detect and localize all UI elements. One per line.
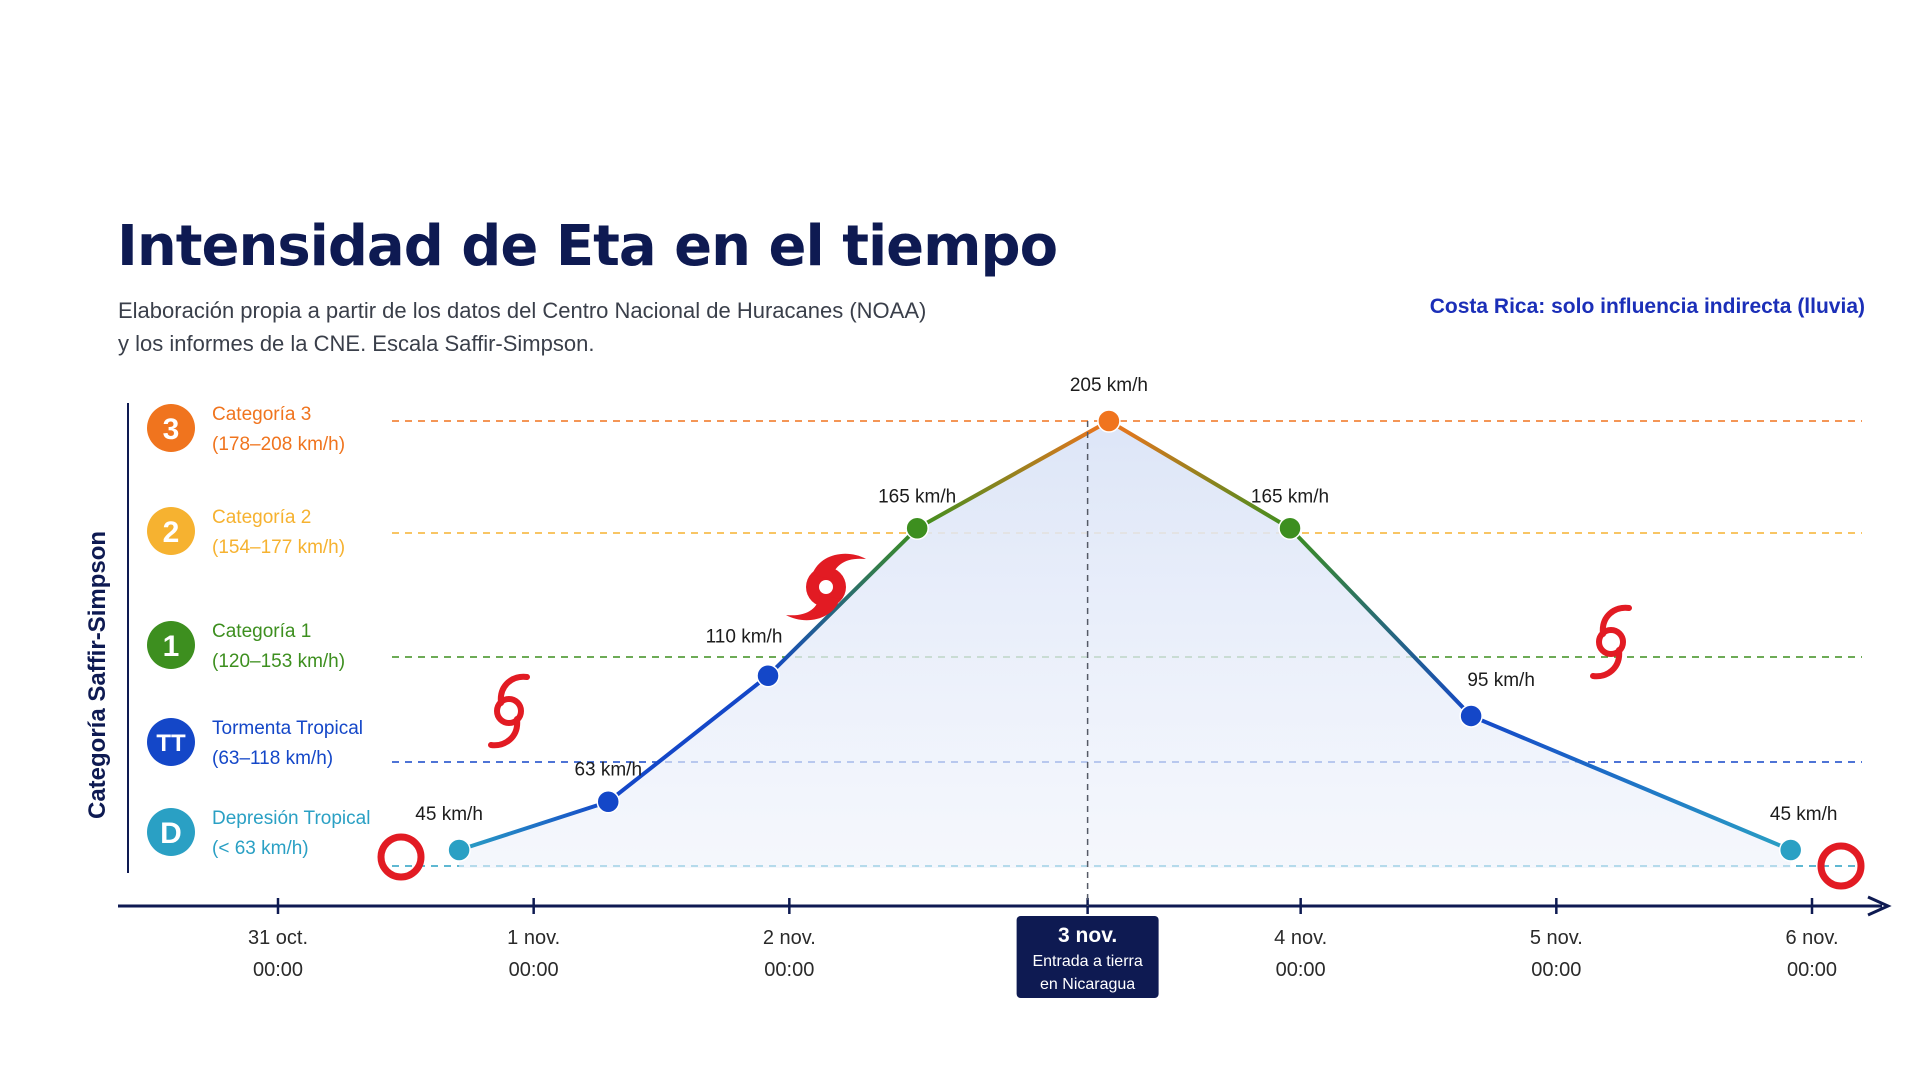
line-segment (1106, 419, 1293, 531)
x-tick-date: 31 oct. (248, 927, 308, 949)
data-label: 63 km/h (574, 760, 642, 781)
costa-rica-note: Costa Rica: solo influencia indirecta (l… (1430, 295, 1865, 318)
data-point (905, 516, 929, 540)
x-tick-date: 3 nov. (1058, 924, 1117, 947)
category-badge-tt (147, 718, 195, 766)
landfall-label-box (1016, 916, 1159, 998)
x-tick-date: 1 nov. (507, 927, 560, 949)
data-label: 165 km/h (1251, 486, 1329, 507)
intensity-line (457, 419, 1793, 852)
category-range: (63–118 km/h) (212, 748, 333, 769)
x-axis-arrow (1867, 895, 1892, 917)
tropical-storm-icon (1590, 604, 1632, 680)
category-badge-3 (147, 404, 195, 452)
category-range: (154–177 km/h) (212, 537, 345, 558)
data-label: 45 km/h (415, 804, 483, 825)
data-point (1459, 704, 1483, 728)
category-badge-2 (147, 507, 195, 555)
data-point (756, 663, 780, 688)
data-label: 205 km/h (1070, 375, 1148, 396)
data-label: 165 km/h (878, 486, 956, 507)
data-point (1097, 409, 1121, 433)
landfall-note: Entrada a tierra (1032, 953, 1142, 970)
x-tick-time: 00:00 (1276, 959, 1326, 981)
tropical-storm-icon (488, 673, 530, 749)
category-badge-label: 2 (163, 516, 180, 549)
area-fill (459, 421, 1791, 868)
category-name: Categoría 1 (212, 621, 311, 642)
category-name: Categoría 3 (212, 404, 311, 425)
category-range: (178–208 km/h) (212, 434, 345, 455)
intensity-area (459, 421, 1791, 868)
low-pressure-icon (377, 833, 425, 881)
category-range: (120–153 km/h) (212, 651, 345, 672)
data-point (1778, 838, 1803, 862)
category-badge-label: D (160, 817, 182, 850)
x-tick-time: 00:00 (509, 959, 559, 981)
category-legend: 3 Categoría 3 (178–208 km/h) 2 Categoría 2 (1… (147, 404, 370, 859)
hurricane-icon (786, 553, 866, 621)
category-badge-label: 3 (163, 413, 180, 446)
intensity-points: 45 km/h 63 km/h 110 km/h 165 km/h 205 km/h 16… (415, 375, 1838, 862)
data-label: 110 km/h (706, 627, 783, 648)
line-segment (766, 526, 920, 678)
line-segment (1288, 526, 1474, 718)
landfall-note: en Nicaragua (1040, 976, 1135, 993)
x-tick-time: 00:00 (1787, 959, 1837, 981)
data-point (447, 838, 471, 862)
x-tick-date: 4 nov. (1274, 927, 1327, 949)
chart-title: Intensidad de Eta en el tiempo (117, 214, 1057, 279)
category-badge-label: 1 (163, 630, 180, 663)
data-label: 95 km/h (1467, 670, 1535, 691)
category-name: Depresión Tropical (212, 808, 370, 829)
line-segment (457, 799, 611, 852)
category-range: (< 63 km/h) (212, 838, 309, 859)
y-axis-label: Categoría Saffir-Simpson (84, 531, 111, 819)
storm-icons (377, 553, 1865, 890)
x-tick-time: 00:00 (1531, 959, 1581, 981)
chart-subtitle-line-1: Elaboración propia a partir de los datos… (118, 298, 926, 323)
category-badge-1 (147, 621, 195, 669)
category-badge-d (147, 808, 195, 856)
category-name: Categoría 2 (212, 507, 311, 528)
line-segment (915, 419, 1111, 531)
x-tick-time: 00:00 (253, 959, 303, 981)
data-point (1278, 516, 1302, 540)
x-tick-date: 2 nov. (763, 927, 816, 949)
low-pressure-icon (1817, 842, 1865, 890)
x-tick-date: 6 nov. (1786, 927, 1839, 949)
time-axis: 31 oct. 00:00 1 nov. 00:00 2 nov. 00:00 3 nov.… (118, 421, 1892, 998)
x-tick-time: 00:00 (764, 959, 814, 981)
category-name: Tormenta Tropical (212, 718, 363, 739)
line-segment (1469, 713, 1793, 852)
chart-subtitle-line-2: y los informes de la CNE. Escala Saffir-… (118, 331, 594, 356)
category-badge-label: TT (156, 730, 186, 757)
line-segment (606, 673, 771, 804)
x-tick-date: 5 nov. (1530, 927, 1583, 949)
data-label: 45 km/h (1770, 804, 1838, 825)
data-point (596, 789, 620, 814)
